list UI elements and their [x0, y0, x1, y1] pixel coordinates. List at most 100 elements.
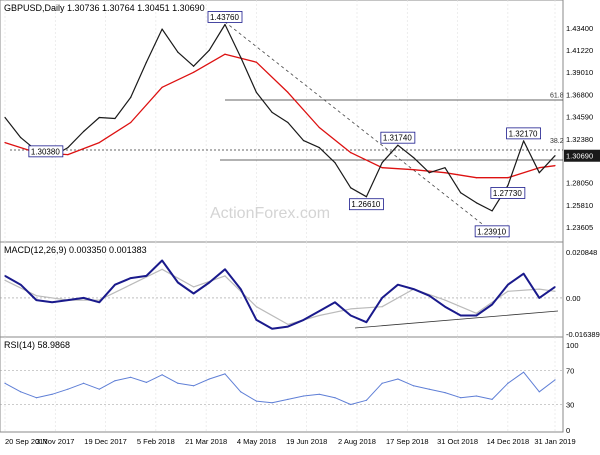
rsi-line-point [35, 397, 38, 399]
rsi-line-point [491, 398, 493, 400]
macd-line-point [145, 275, 148, 277]
last-price-badge [564, 149, 600, 162]
macd-header: MACD(12,26,9) 0.003350 0.001383 [4, 245, 147, 255]
price-line-point [177, 51, 179, 53]
macd-line-point [4, 275, 6, 277]
macd-signal-line-point [554, 290, 556, 292]
price-line-point [412, 157, 415, 159]
price-line-point [444, 167, 446, 169]
annotation-box [207, 11, 243, 23]
y-tick-label: 1.32380 [566, 135, 593, 144]
macd-line-point [460, 314, 462, 317]
macd-line-point [350, 314, 352, 317]
rsi-y-tick-label: 0 [566, 426, 570, 435]
price-line-point [287, 121, 289, 124]
macd-line-point [381, 297, 383, 299]
rsi-line-point [412, 385, 415, 387]
rsi-line-point [177, 382, 179, 384]
macd-line-point [475, 314, 478, 317]
rsi-line-point [287, 398, 289, 400]
x-tick-label: 14 Dec 2018 [487, 437, 530, 446]
price-line-point [130, 96, 132, 98]
x-tick-label: 3 Nov 2017 [36, 437, 74, 446]
moving-average-line-point [98, 141, 100, 144]
macd-line-point [224, 268, 226, 270]
macd-line-point [522, 273, 525, 275]
moving-average-line-point [444, 172, 446, 174]
macd-line-point [35, 299, 38, 301]
macd-line-point [161, 259, 163, 262]
price-panel-frame [0, 0, 564, 243]
annotation-box [506, 127, 541, 140]
x-tick-label: 19 Jun 2018 [286, 437, 327, 446]
rsi-y-tick-label: 30 [566, 401, 574, 410]
macd-signal-line-point [98, 299, 100, 301]
macd-signal-line-point [318, 314, 320, 317]
rsi-line-point [522, 371, 525, 373]
rsi-line-point [82, 382, 85, 384]
y-tick-label: 1.36800 [566, 90, 593, 99]
fib-label: 61.8 [550, 92, 564, 99]
price-line-point [224, 23, 226, 26]
macd-line-point [365, 321, 368, 323]
annotation-box [490, 187, 526, 199]
x-tick-label: 31 Jan 2019 [534, 437, 575, 446]
price-header: GBPUSD,Daily 1.30736 1.30764 1.30451 1.3… [4, 3, 205, 13]
macd-layer [0, 259, 563, 330]
macd-line-point [507, 284, 509, 286]
macd-line-point [114, 284, 116, 286]
price-line-point [255, 91, 258, 93]
annotation-label: 1.32170 [509, 129, 538, 138]
macd-line-point [491, 303, 493, 306]
macd-signal-line-point [444, 299, 446, 301]
x-tick-label: 2 Aug 2018 [338, 437, 376, 446]
moving-average-line-point [255, 61, 258, 63]
price-line [4, 23, 556, 212]
rsi-line-point [365, 399, 368, 401]
yaxis-layer: 1.43400 1.41220 1.39010 1.36800 1.34590 1.323… [564, 24, 600, 435]
rsi-line-point [444, 392, 446, 394]
rsi-line-point [381, 382, 383, 384]
price-line-point [98, 116, 100, 119]
grid-layer [4, 0, 556, 432]
moving-average-line-point [475, 177, 478, 179]
price-line-point [271, 111, 273, 114]
moving-average-line-point [554, 165, 556, 167]
rsi-layer [0, 370, 563, 406]
price-line-point [302, 139, 305, 142]
macd-support-line [354, 310, 559, 329]
rsi-line-point [224, 373, 226, 375]
x-tick-label: 17 Sep 2018 [386, 437, 429, 446]
moving-average-line-point [67, 154, 69, 156]
moving-average-line-point [538, 167, 540, 169]
macd-signal-line-point [161, 268, 163, 270]
annotation-label: 1.23910 [477, 227, 506, 236]
annotation-label: 1.43760 [210, 13, 239, 22]
macd-y-tick-label: 0.020848 [566, 248, 597, 257]
price-line-point [240, 56, 242, 58]
rsi-line [4, 371, 556, 405]
y-tick-label: 1.25810 [566, 201, 593, 210]
price-line-point [381, 162, 383, 164]
rsi-line-point [460, 397, 462, 399]
rsi-panel-frame [0, 336, 564, 433]
rsi-line-point [4, 382, 6, 384]
annotation-label: 1.30380 [31, 147, 60, 156]
price-line-point [82, 130, 85, 133]
rsi-header: RSI(14) 58.9868 [4, 340, 70, 350]
y-tick-label: 1.23605 [566, 223, 593, 232]
rsi-line-point [145, 381, 148, 383]
rsi-line-point [397, 378, 399, 380]
macd-line-point [397, 284, 399, 286]
macd-line-point [444, 306, 446, 308]
rsi-line-point [240, 391, 242, 393]
price-line-point [475, 202, 478, 204]
macd-line-point [130, 277, 132, 279]
watermark: ActionForex.com [210, 205, 330, 222]
price-line-point [145, 61, 148, 63]
price-line-point [428, 172, 430, 174]
moving-average-line-point [192, 71, 195, 73]
price-line-point [334, 162, 336, 164]
rsi-line-point [428, 388, 430, 390]
fib-label: 38.2 [550, 138, 564, 145]
